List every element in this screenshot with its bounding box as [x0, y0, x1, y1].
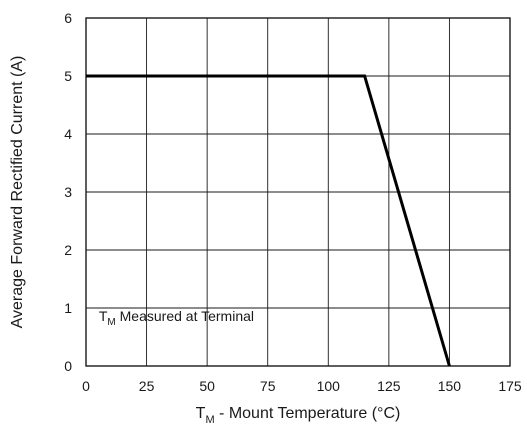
x-axis-label-rest: - Mount Temperature (°C) [215, 405, 401, 422]
x-tick-label-50: 50 [199, 378, 215, 394]
y-tick-label-0: 0 [64, 358, 72, 374]
y-tick-label-6: 6 [64, 10, 72, 26]
annotation-t: T [99, 308, 108, 324]
x-tick-label-25: 25 [139, 378, 155, 394]
x-axis-label-subscript-m: M [205, 414, 214, 425]
x-tick-labels: 0 25 50 75 100 125 150 175 [82, 378, 522, 394]
annotation-measured-at-terminal: TM Measured at Terminal [99, 308, 254, 328]
y-tick-label-5: 5 [64, 68, 72, 84]
y-tick-label-1: 1 [64, 300, 72, 316]
y-tick-label-3: 3 [64, 184, 72, 200]
y-tick-label-2: 2 [64, 242, 72, 258]
annotation-rest: Measured at Terminal [116, 308, 254, 324]
y-axis-label: Average Forward Rectified Current (A) [9, 56, 26, 329]
x-tick-label-100: 100 [317, 378, 341, 394]
x-tick-label-150: 150 [438, 378, 462, 394]
y-tick-label-4: 4 [64, 126, 72, 142]
series-group [86, 74, 451, 367]
annotation-subscript-m: M [107, 317, 115, 328]
plot-frame [85, 17, 511, 367]
x-tick-label-0: 0 [82, 378, 90, 394]
x-tick-label-125: 125 [377, 378, 401, 394]
x-tick-label-175: 175 [498, 378, 522, 394]
x-axis-label-t: T [196, 405, 206, 422]
x-tick-label-75: 75 [260, 378, 276, 394]
x-axis-label: TM - Mount Temperature (°C) [196, 405, 401, 425]
y-tick-labels: 0 1 2 3 4 5 6 [64, 10, 72, 374]
series-line-0 [86, 74, 451, 367]
